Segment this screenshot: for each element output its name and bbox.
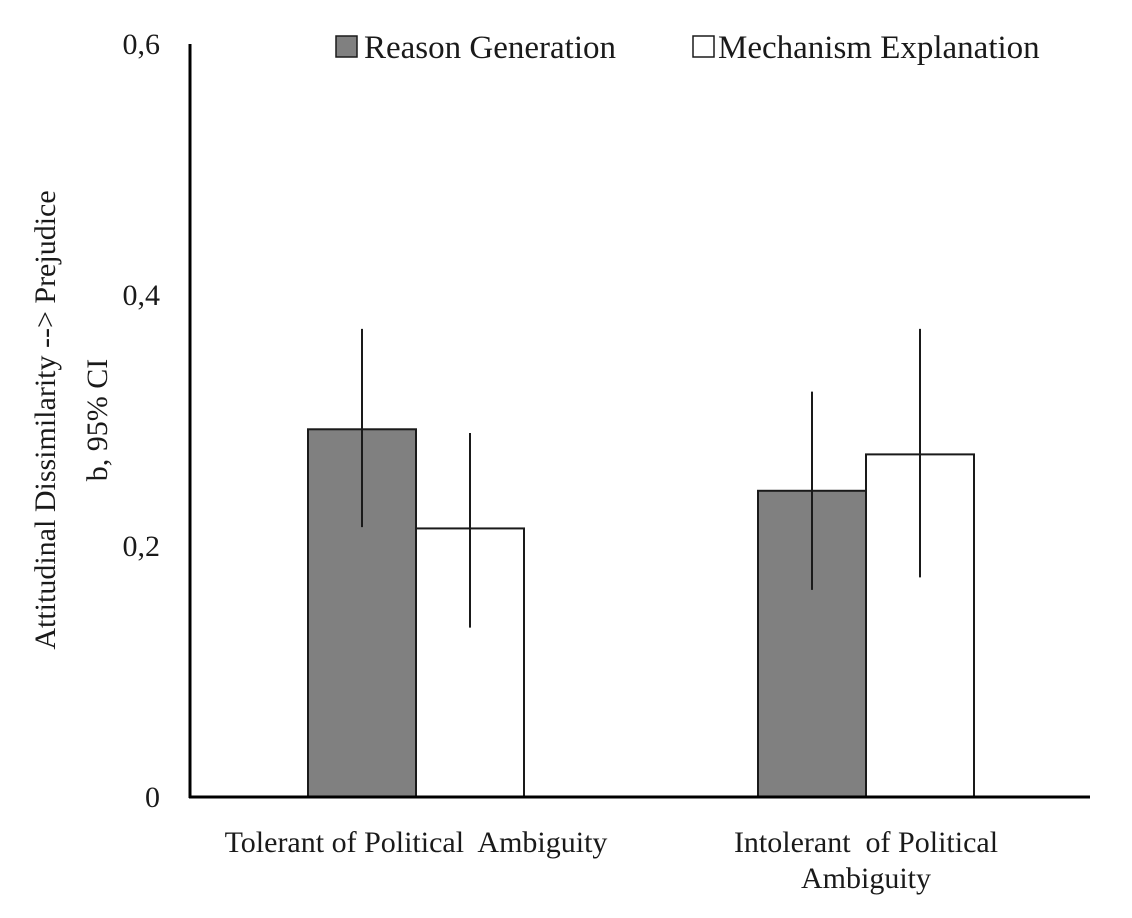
legend: Reason Generation Mechanism Explanation [335, 30, 1040, 66]
y-tick-label: 0 [145, 781, 160, 814]
axes [188, 44, 1090, 799]
legend-swatch [692, 35, 715, 58]
x-category-label: Tolerant of Political Ambiguity [225, 826, 608, 859]
x-category-labels: Tolerant of Political Ambiguity Intoleran… [225, 826, 998, 895]
y-tick-label: 0,6 [123, 28, 161, 61]
y-tick-label: 0,2 [123, 530, 161, 563]
x-category-label: Intolerant of Political [734, 826, 998, 859]
legend-swatch [335, 35, 358, 58]
legend-label: Mechanism Explanation [718, 30, 1040, 66]
y-axis-title-line2: b, 95% CI [81, 359, 114, 482]
error-bars [361, 328, 921, 628]
y-axis-title: Attitudinal Dissimilarity --> Prejudice … [29, 190, 114, 649]
y-axis-title-line1: Attitudinal Dissimilarity --> Prejudice [29, 190, 62, 649]
legend-label: Reason Generation [364, 30, 616, 66]
y-tick-label: 0,4 [123, 279, 161, 312]
y-tick-labels: 0 0,2 0,4 0,6 [123, 28, 161, 814]
bars [307, 428, 975, 798]
x-category-label: Ambiguity [801, 862, 931, 895]
